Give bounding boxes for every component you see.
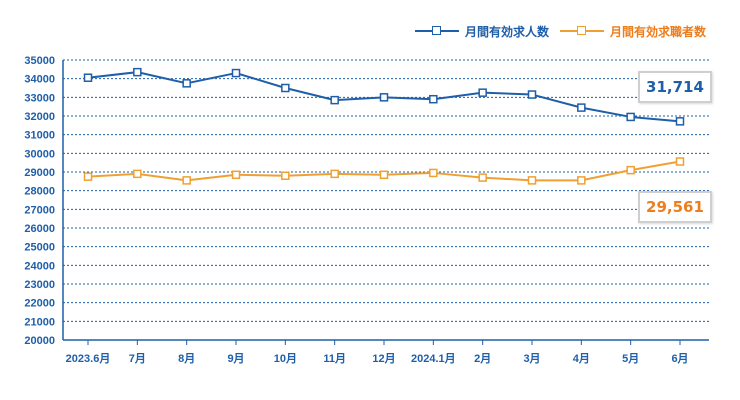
legend-label-job-openings: 月間有効求人数: [465, 24, 550, 39]
x-tick-label: 5月: [622, 352, 639, 365]
data-point-s1-12: [675, 157, 685, 166]
y-tick-label: 28000: [24, 186, 55, 198]
y-tick-label: 31000: [24, 130, 55, 142]
data-point-s1-9: [527, 176, 537, 185]
callout-value-job-openings: 31,714: [646, 78, 704, 96]
x-tick-label: 12月: [372, 352, 395, 365]
y-tick-label: 29000: [24, 167, 55, 179]
data-point-s1-3: [231, 170, 241, 180]
y-tick-label: 35000: [24, 55, 55, 67]
data-point-s1-4: [281, 171, 290, 180]
data-point-s0-9: [527, 90, 537, 99]
data-point-s0-5: [330, 95, 339, 105]
x-tick-label: 2024.1月: [411, 352, 456, 365]
y-tick-label: 26000: [24, 223, 55, 235]
data-point-s0-2: [182, 79, 191, 88]
legend-item-job-openings: 月間有効求人数: [415, 22, 549, 40]
data-point-s0-12: [675, 117, 685, 126]
x-tick-label: 2023.6月: [66, 352, 111, 365]
y-tick-label: 20000: [24, 335, 55, 347]
y-tick-label: 34000: [24, 74, 55, 86]
data-point-s0-0: [83, 73, 93, 82]
y-tick-label: 21000: [24, 316, 55, 328]
data-point-s0-11: [626, 112, 635, 122]
latest-value-callout-job-openings: 31,714: [638, 71, 712, 103]
data-point-s0-10: [577, 103, 586, 112]
x-tick-label: 11月: [323, 352, 346, 365]
y-tick-label: 27000: [24, 204, 55, 216]
data-point-s1-6: [379, 170, 389, 180]
data-point-s0-8: [478, 88, 487, 97]
y-tick-label: 25000: [24, 242, 55, 254]
data-point-s1-0: [83, 172, 93, 181]
x-tick-label: 3月: [523, 352, 540, 365]
legend-swatch-job-openings: [415, 24, 459, 38]
legend-swatch-job-seekers: [560, 24, 604, 38]
callout-value-job-seekers: 29,561: [646, 198, 704, 216]
x-tick-label: 10月: [274, 352, 297, 365]
data-point-s0-7: [429, 94, 438, 104]
data-point-s0-3: [231, 68, 241, 78]
data-point-s1-10: [577, 176, 586, 185]
x-tick-label: 6月: [671, 352, 688, 365]
data-point-s1-7: [429, 168, 438, 178]
y-tick-label: 23000: [24, 279, 55, 291]
y-tick-label: 30000: [24, 148, 55, 160]
x-tick-label: 9月: [227, 352, 244, 365]
x-tick-label: 7月: [129, 352, 146, 365]
legend-item-job-seekers: 月間有効求職者数: [560, 22, 706, 40]
data-point-s1-5: [330, 169, 339, 179]
data-point-s0-6: [379, 93, 389, 102]
x-tick-label: 2月: [474, 352, 491, 365]
data-point-s1-1: [133, 169, 142, 179]
x-tick-label: 4月: [573, 352, 590, 365]
latest-value-callout-job-seekers: 29,561: [638, 191, 712, 223]
data-point-s0-1: [133, 67, 142, 77]
data-point-s1-2: [182, 176, 191, 185]
y-tick-label: 24000: [24, 260, 55, 272]
y-tick-label: 33000: [24, 92, 55, 104]
x-tick-label: 8月: [178, 352, 195, 365]
data-point-s0-4: [281, 83, 290, 93]
data-point-s1-11: [626, 165, 635, 175]
data-point-s1-8: [478, 173, 487, 182]
y-tick-label: 22000: [24, 298, 55, 310]
legend-label-job-seekers: 月間有効求職者数: [610, 24, 707, 39]
y-tick-label: 32000: [24, 111, 55, 123]
